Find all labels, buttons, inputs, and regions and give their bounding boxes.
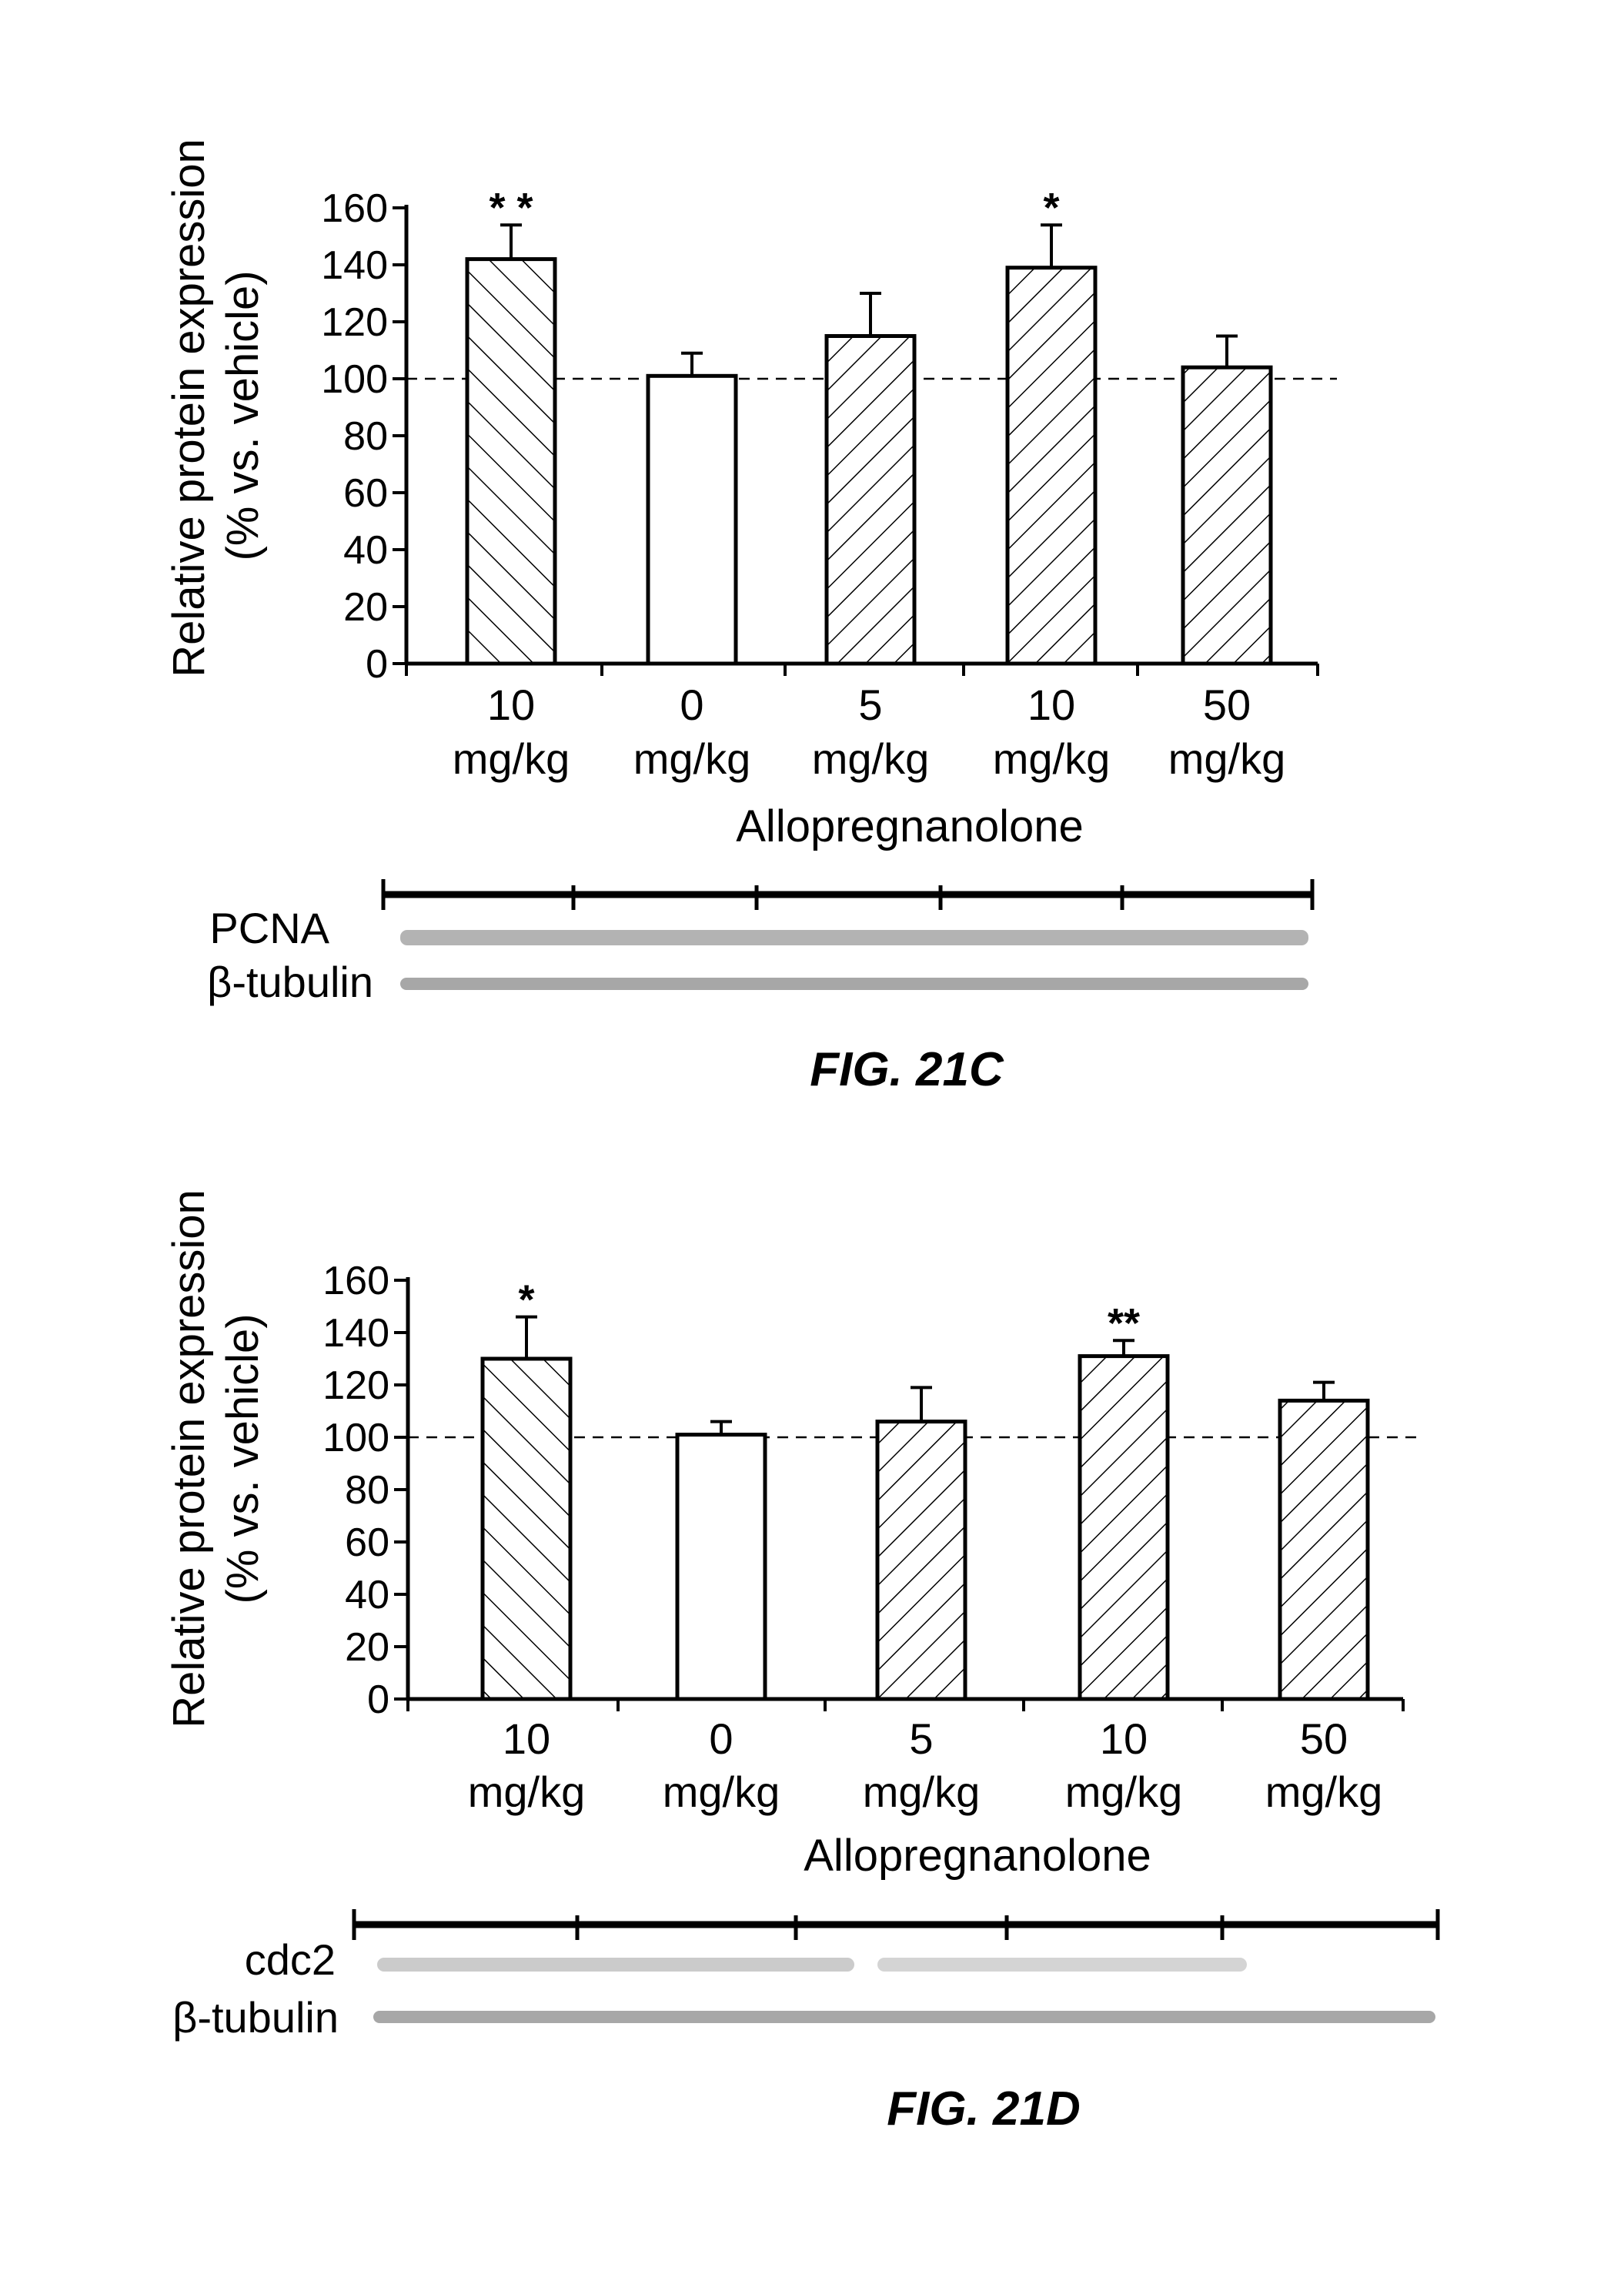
bar	[480, 1356, 573, 1701]
blot-label-pcna: PCNA	[209, 904, 329, 952]
western-blot: cdc2 β-tubulin	[172, 1909, 1440, 2042]
y-axis-label-line2: (% vs. vehicle)	[218, 1313, 268, 1604]
figure-label: FIG. 21C	[810, 1043, 1004, 1096]
x-tick-label-unit: mg/kg	[1265, 1768, 1383, 1816]
bar	[1278, 1398, 1370, 1701]
error-bars	[500, 223, 1238, 376]
cdc2-band	[377, 1958, 854, 1972]
y-tick-label: 120	[322, 1363, 389, 1408]
tubulin-band	[400, 978, 1308, 990]
y-tick-label: 80	[345, 1468, 389, 1513]
bar	[1181, 365, 1273, 666]
western-blot: PCNA β-tubulin	[207, 879, 1315, 1006]
x-tick-labels: 10 mg/kg 0 mg/kg 5 mg/kg 10 mg/kg 50 mg/kg	[453, 681, 1286, 783]
bar	[875, 1420, 967, 1701]
x-tick-label-unit: mg/kg	[633, 734, 751, 783]
y-tick-label: 80	[343, 414, 388, 459]
y-tick-label: 20	[345, 1625, 389, 1670]
significance-markers: ***	[518, 1277, 1140, 1347]
y-tick-label: 20	[343, 585, 388, 630]
bar	[646, 373, 738, 666]
y-tick-label: 100	[322, 1416, 389, 1460]
figure-label: FIG. 21D	[887, 2082, 1081, 2136]
y-tick-label: 0	[366, 642, 388, 687]
x-tick-label-dose: 50	[1203, 681, 1251, 729]
bar	[1005, 266, 1098, 666]
significance-marker: *	[518, 1277, 534, 1323]
significance-marker: **	[1108, 1300, 1140, 1346]
y-tick-label: 140	[321, 243, 388, 288]
axes	[406, 1277, 1405, 1711]
bars	[480, 1354, 1370, 1701]
y-tick-label: 160	[322, 1259, 389, 1303]
cdc2-band	[877, 1958, 1247, 1972]
y-axis-label-line1: Relative protein expression	[164, 139, 214, 677]
y-tick-labels: 0 20 40 60 80 100 120 140 160	[322, 1259, 408, 1722]
x-tick-label-dose: 10	[487, 681, 535, 729]
y-tick-label: 60	[343, 471, 388, 516]
x-tick-label-dose: 10	[1100, 1714, 1148, 1763]
y-axis-label-line1: Relative protein expression	[164, 1189, 214, 1728]
x-axis-label: Allopregnanolone	[804, 1831, 1151, 1881]
x-tick-label-unit: mg/kg	[453, 734, 570, 783]
x-tick-label-dose: 0	[680, 681, 703, 729]
y-axis-label-line2: (% vs. vehicle)	[218, 270, 268, 560]
y-tick-label: 60	[345, 1520, 389, 1565]
y-tick-label: 0	[367, 1677, 389, 1722]
pcna-band	[400, 930, 1308, 945]
blot-label-cdc2: cdc2	[245, 1935, 336, 1984]
x-tick-label-dose: 5	[909, 1714, 933, 1763]
y-tick-label: 40	[345, 1573, 389, 1617]
bar	[675, 1433, 767, 1701]
y-tick-label: 160	[321, 186, 388, 231]
x-tick-label-unit: mg/kg	[663, 1768, 780, 1816]
x-tick-label-unit: mg/kg	[468, 1768, 586, 1816]
panel-fig-21c: Relative protein expression (% vs. vehic…	[164, 139, 1337, 1096]
x-tick-label-dose: 50	[1300, 1714, 1348, 1763]
significance-marker: * *	[489, 185, 533, 231]
tubulin-band	[373, 2011, 1435, 2023]
y-tick-labels: 0 20 40 60 80 100 120 140 160	[321, 186, 406, 687]
x-tick-label-unit: mg/kg	[863, 1768, 981, 1816]
y-tick-label: 100	[321, 357, 388, 402]
error-bars	[516, 1315, 1335, 1435]
bar	[465, 257, 557, 666]
significance-marker: *	[1043, 185, 1059, 231]
significance-markers: * * *	[489, 185, 1059, 231]
x-tick-label-dose: 10	[1028, 681, 1075, 729]
y-tick-label: 120	[321, 300, 388, 345]
blot-label-tubulin: β-tubulin	[207, 958, 373, 1006]
panel-fig-21d: Relative protein expression (% vs. vehic…	[164, 1189, 1440, 2136]
x-tick-label-dose: 0	[709, 1714, 733, 1763]
x-tick-label-unit: mg/kg	[812, 734, 930, 783]
blot-label-tubulin: β-tubulin	[172, 1993, 339, 2042]
x-tick-label-unit: mg/kg	[1065, 1768, 1183, 1816]
x-tick-label-dose: 5	[858, 681, 882, 729]
x-tick-label-unit: mg/kg	[993, 734, 1111, 783]
x-tick-label-unit: mg/kg	[1168, 734, 1286, 783]
bar	[1078, 1354, 1170, 1701]
bar	[824, 334, 917, 666]
y-tick-label: 140	[322, 1311, 389, 1356]
y-tick-label: 40	[343, 528, 388, 573]
x-tick-label-dose: 10	[503, 1714, 550, 1763]
x-tick-labels: 10 mg/kg 0 mg/kg 5 mg/kg 10 mg/kg 50 mg/kg	[468, 1714, 1383, 1816]
axes	[404, 205, 1319, 676]
x-axis-label: Allopregnanolone	[736, 801, 1083, 851]
